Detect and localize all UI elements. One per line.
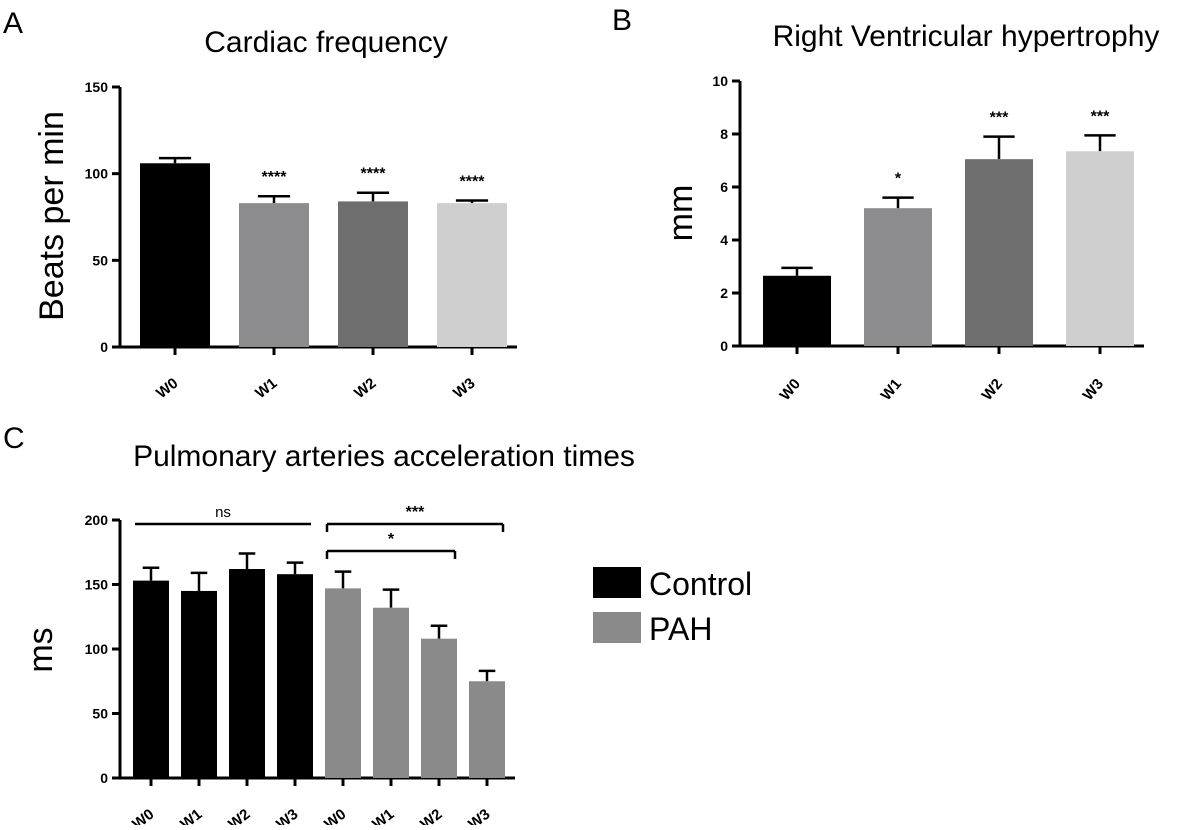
panel-c-xtick-label: W3 — [465, 806, 493, 825]
panel-b-bar-w2 — [965, 159, 1033, 346]
panel-c-bar-w3 — [277, 574, 313, 778]
panel-c-ylabel: ms — [22, 627, 60, 672]
panel-c-xtick-label: W0 — [321, 806, 349, 825]
panel-c-ytick-label: 100 — [85, 641, 109, 657]
panel-a-significance: **** — [262, 169, 288, 186]
panel-b: B Right Ventricular hypertrophy mm 0 2 4 6 8… — [612, 4, 1159, 404]
panel-c-xtick-label: W3 — [273, 806, 301, 825]
panel-a-bar-w2 — [338, 201, 408, 347]
legend-label-control: Control — [649, 566, 752, 602]
panel-c-bar-w3 — [469, 681, 505, 778]
panel-letter-a: A — [3, 7, 23, 40]
panel-c-xtick-label: W2 — [225, 806, 253, 825]
panel-c-bar-w2 — [229, 569, 265, 778]
panel-c-bar-w2 — [421, 638, 457, 778]
panel-a-significance: **** — [361, 166, 387, 183]
panel-b-xtick-label: W1 — [878, 376, 905, 404]
panel-b-plot: 0 2 4 6 8 10 W0 W1 * W2 *** W3 *** — [712, 73, 1144, 404]
panel-a-significance: **** — [460, 174, 486, 191]
panel-letter-b: B — [612, 4, 632, 37]
panel-c-bracket-label: * — [388, 531, 395, 548]
panel-b-significance: *** — [990, 110, 1009, 127]
panel-a-xtick-label: W0 — [153, 375, 181, 402]
panel-b-ytick-label: 8 — [720, 126, 728, 142]
panel-b-bar-w1 — [864, 208, 932, 346]
legend: Control PAH — [593, 566, 752, 647]
panel-b-title: Right Ventricular hypertrophy — [773, 20, 1160, 53]
panel-b-ylabel: mm — [662, 185, 700, 242]
panel-a-plot: 0 50 100 150 W0 W1 **** W2 **** W3 **** — [85, 79, 517, 402]
panel-b-ytick-label: 10 — [712, 73, 728, 89]
panel-a-title: Cardiac frequency — [204, 26, 447, 59]
panel-c-bar-w1 — [181, 590, 217, 778]
panel-c-bracket-label: ns — [215, 504, 231, 521]
legend-label-pah: PAH — [649, 611, 712, 647]
panel-b-xtick-label: W0 — [777, 376, 804, 404]
panel-c-xtick-label: W0 — [129, 806, 157, 825]
panel-b-ytick-label: 6 — [720, 179, 728, 195]
panel-b-ytick-label: 2 — [720, 285, 728, 301]
legend-swatch-pah — [593, 612, 641, 643]
panel-a-ylabel: Beats per min — [33, 111, 71, 321]
panel-c-xtick-label: W1 — [177, 806, 205, 825]
panel-b-bar-w3 — [1066, 151, 1134, 346]
panel-a-xtick-label: W2 — [351, 375, 379, 402]
panel-b-xtick-label: W2 — [979, 376, 1006, 404]
panel-a-ytick-label: 50 — [92, 252, 108, 268]
panel-c-bar-w0 — [133, 580, 169, 778]
panel-c-xtick-label: W2 — [417, 806, 445, 825]
panel-a-ytick-label: 150 — [85, 79, 109, 95]
panel-c-bar-w0 — [325, 588, 361, 778]
panel-c-ytick-label: 50 — [92, 706, 108, 722]
panel-a-bar-w0 — [140, 163, 210, 347]
panel-b-bar-w0 — [763, 275, 831, 346]
panel-a-xtick-label: W1 — [252, 375, 280, 402]
panel-b-significance: *** — [1091, 108, 1110, 125]
panel-b-ytick-label: 0 — [720, 338, 728, 354]
panel-a: A Cardiac frequency Beats per min 0 50 100… — [3, 7, 517, 402]
panel-c-ytick-label: 0 — [100, 770, 108, 786]
panel-b-ytick-label: 4 — [720, 232, 728, 248]
panel-a-ytick-label: 0 — [100, 339, 108, 355]
panel-c-ytick-label: 150 — [85, 577, 109, 593]
panel-a-xtick-label: W3 — [450, 375, 478, 402]
panel-b-xtick-label: W3 — [1080, 376, 1107, 404]
panel-a-bar-w1 — [239, 203, 309, 347]
legend-swatch-control — [593, 567, 641, 598]
panel-c-xtick-label: W1 — [369, 806, 397, 825]
panel-c-bracket-label: *** — [406, 504, 425, 521]
panel-c-title: Pulmonary arteries acceleration times — [133, 440, 635, 473]
panel-letter-c: C — [3, 422, 25, 455]
panel-b-significance: * — [895, 171, 902, 188]
panel-c-bar-w1 — [373, 607, 409, 778]
panel-c: C Pulmonary arteries acceleration times … — [3, 422, 752, 830]
panel-a-bar-w3 — [437, 203, 507, 347]
panel-c-ytick-label: 200 — [85, 512, 109, 528]
panel-a-ytick-label: 100 — [85, 166, 109, 182]
